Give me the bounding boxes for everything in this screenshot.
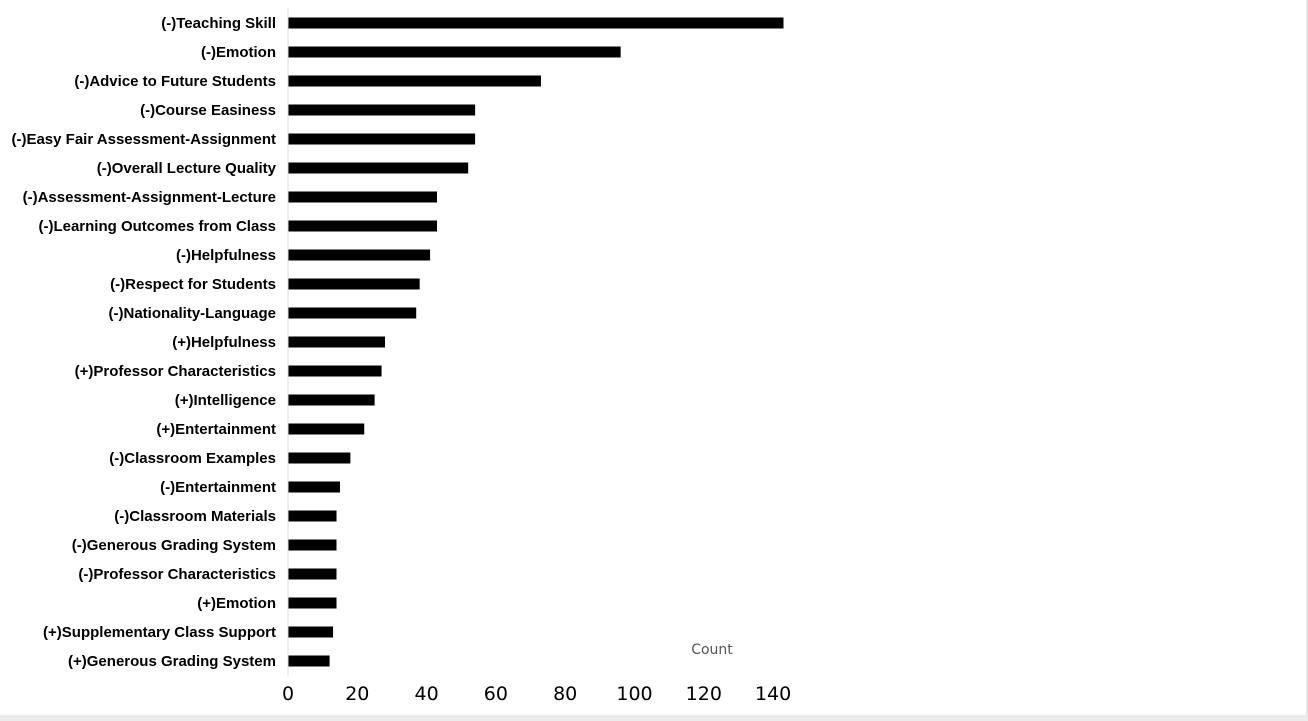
category-label: (-)Professor Characteristics — [78, 566, 276, 583]
bar — [288, 220, 437, 232]
x-tick-label: 140 — [755, 683, 791, 705]
x-axis-title: Count — [691, 642, 733, 658]
bar — [288, 46, 621, 58]
category-label: (-)Helpfulness — [176, 247, 276, 264]
x-tick-label: 20 — [345, 683, 369, 705]
category-label: (-)Overall Lecture Quality — [97, 160, 277, 177]
bar — [288, 539, 337, 551]
category-label: (-)Assessment-Assignment-Lecture — [23, 189, 276, 206]
bar — [288, 162, 469, 174]
category-label: (-)Nationality-Language — [109, 305, 277, 322]
x-tick-label: 80 — [553, 683, 577, 705]
bar — [288, 655, 330, 667]
bar — [288, 75, 541, 87]
bar — [288, 626, 334, 638]
bar — [288, 365, 382, 377]
x-tick-labels: 0 20 40 60 80 100 120 140 — [282, 683, 791, 705]
bar — [288, 336, 386, 348]
category-label: (-)Advice to Future Students — [74, 73, 276, 90]
category-label: (-)Classroom Examples — [109, 450, 276, 467]
bar — [288, 568, 337, 580]
category-label: (+)Professor Characteristics — [75, 363, 276, 380]
category-label: (+)Supplementary Class Support — [43, 624, 276, 641]
bar — [288, 133, 476, 145]
category-label: (-)Emotion — [201, 44, 276, 61]
category-label: (-)Teaching Skill — [161, 15, 276, 32]
category-label: (+)Entertainment — [156, 421, 276, 438]
category-label: (-)Classroom Materials — [114, 508, 276, 525]
bar — [288, 191, 437, 203]
category-label: (-)Learning Outcomes from Class — [38, 218, 276, 235]
bar — [288, 394, 375, 406]
bar — [288, 481, 340, 493]
x-tick-label: 40 — [415, 683, 439, 705]
bar — [288, 307, 417, 319]
category-label: (+)Emotion — [197, 595, 276, 612]
category-labels: (-)Teaching Skill (-)Emotion (-)Advice to … — [11, 15, 276, 670]
bar — [288, 452, 351, 464]
bar — [288, 278, 420, 290]
bar — [288, 249, 431, 261]
category-label: (+)Helpfulness — [172, 334, 276, 351]
x-tick-label: 0 — [282, 683, 294, 705]
bar — [288, 17, 784, 29]
category-label: (+)Generous Grading System — [68, 653, 276, 670]
x-tick-label: 100 — [616, 683, 652, 705]
category-label: (-)Course Easiness — [140, 102, 276, 119]
category-label: (-)Respect for Students — [110, 276, 276, 293]
category-label: (+)Intelligence — [175, 392, 276, 409]
bar — [288, 597, 337, 609]
category-label: (-)Entertainment — [160, 479, 276, 496]
category-label: (-)Easy Fair Assessment-Assignment — [11, 131, 276, 148]
bars-group — [288, 17, 784, 667]
category-label: (-)Generous Grading System — [72, 537, 276, 554]
bar — [288, 423, 365, 435]
bar — [288, 510, 337, 522]
x-tick-label: 60 — [484, 683, 508, 705]
x-tick-label: 120 — [686, 683, 722, 705]
bar — [288, 104, 476, 116]
